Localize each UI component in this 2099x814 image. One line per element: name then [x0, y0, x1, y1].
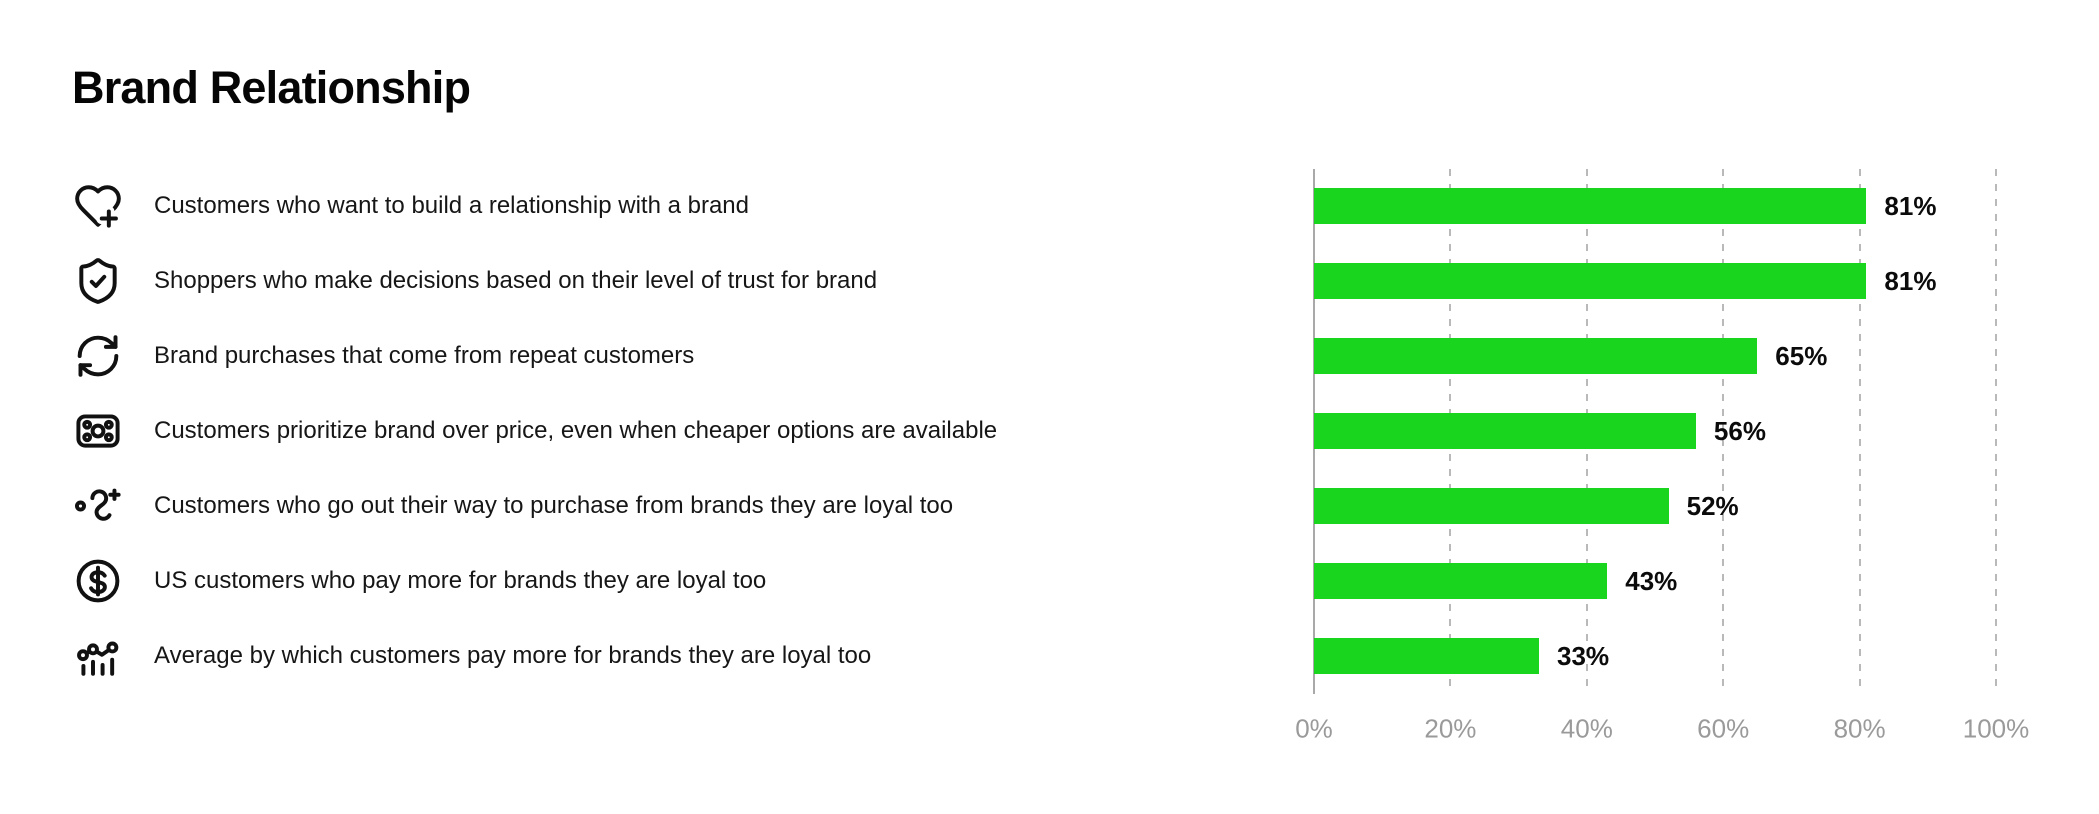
stat-label: Customers who want to build a relationsh… [154, 192, 749, 220]
stat-row-left: Average by which customers pay more for … [72, 631, 1314, 681]
stat-row: Customers who want to build a relationsh… [72, 169, 2099, 244]
stat-bar [1314, 338, 1758, 375]
banknote-icon [72, 406, 124, 456]
stat-label: Customers prioritize brand over price, e… [154, 417, 998, 445]
stat-row-left: Customers prioritize brand over price, e… [72, 406, 1314, 456]
repeat-arrows-icon [72, 331, 124, 381]
stat-row: Shoppers who make decisions based on the… [72, 244, 2099, 319]
stat-row-bar-area: 56% [1314, 413, 2099, 450]
stat-row-left: Customers who want to build a relationsh… [72, 181, 1314, 232]
chart-dots-bars-icon [72, 631, 124, 681]
stat-row-bar-area: 33% [1314, 638, 2099, 675]
stat-bar [1314, 413, 1696, 450]
stat-row-bar-area: 65% [1314, 338, 2099, 375]
axis-tick-label: 60% [1697, 713, 1750, 744]
stat-row-left: Brand purchases that come from repeat cu… [72, 331, 1314, 381]
stat-bar-value-label: 43% [1625, 565, 1678, 596]
stat-bar-value-label: 56% [1713, 415, 1766, 446]
stat-row: Customers prioritize brand over price, e… [72, 394, 2099, 469]
stat-label: Customers who go out their way to purcha… [154, 492, 954, 520]
stat-bar [1314, 563, 1608, 600]
stat-row-bar-area: 81% [1314, 188, 2099, 225]
axis-tick-label: 0% [1295, 713, 1333, 744]
axis-tick-label: 80% [1833, 713, 1886, 744]
stat-row: Customers who go out their way to purcha… [72, 469, 2099, 544]
gridline [1858, 168, 1861, 694]
stat-bar-value-label: 81% [1884, 265, 1937, 296]
stat-row-left: Customers who go out their way to purcha… [72, 481, 1314, 531]
axis-tick-label: 40% [1560, 713, 1613, 744]
axis-tick-label: 100% [1962, 713, 2030, 744]
gridline [1722, 168, 1725, 694]
stat-bar [1314, 188, 1867, 225]
stat-label: Brand purchases that come from repeat cu… [154, 342, 695, 370]
stat-bar [1314, 488, 1669, 525]
heart-plus-icon [72, 181, 124, 232]
stat-row-bar-area: 81% [1314, 263, 2099, 300]
stat-row: Average by which customers pay more for … [72, 619, 2099, 694]
stat-bar [1314, 638, 1540, 675]
stat-row-bar-area: 52% [1314, 488, 2099, 525]
stat-bar-value-label: 33% [1557, 640, 1610, 671]
stat-bar-value-label: 52% [1686, 490, 1739, 521]
axis-tick-label: 20% [1424, 713, 1477, 744]
stat-row-bar-area: 43% [1314, 563, 2099, 600]
stat-bar-value-label: 81% [1884, 190, 1937, 221]
stat-row-left: Shoppers who make decisions based on the… [72, 256, 1314, 306]
chart-x-axis: 0% 20% 40% 60% 80% 100% [72, 700, 2099, 758]
stat-row: Brand purchases that come from repeat cu… [72, 319, 2099, 394]
route-plus-icon [72, 481, 124, 531]
shield-check-icon [72, 256, 124, 306]
page-title: Brand Relationship [72, 62, 471, 113]
gridline [1995, 168, 1997, 694]
stat-label: Shoppers who make decisions based on the… [154, 267, 878, 295]
stat-row: US customers who pay more for brands the… [72, 544, 2099, 619]
stat-bar [1314, 263, 1867, 300]
stat-label: Average by which customers pay more for … [154, 642, 872, 670]
chart-rows: Customers who want to build a relationsh… [72, 168, 2099, 694]
stat-bar-value-label: 65% [1775, 340, 1828, 371]
dollar-circle-icon [72, 556, 124, 606]
stat-label: US customers who pay more for brands the… [154, 567, 767, 595]
stat-row-left: US customers who pay more for brands the… [72, 556, 1314, 606]
